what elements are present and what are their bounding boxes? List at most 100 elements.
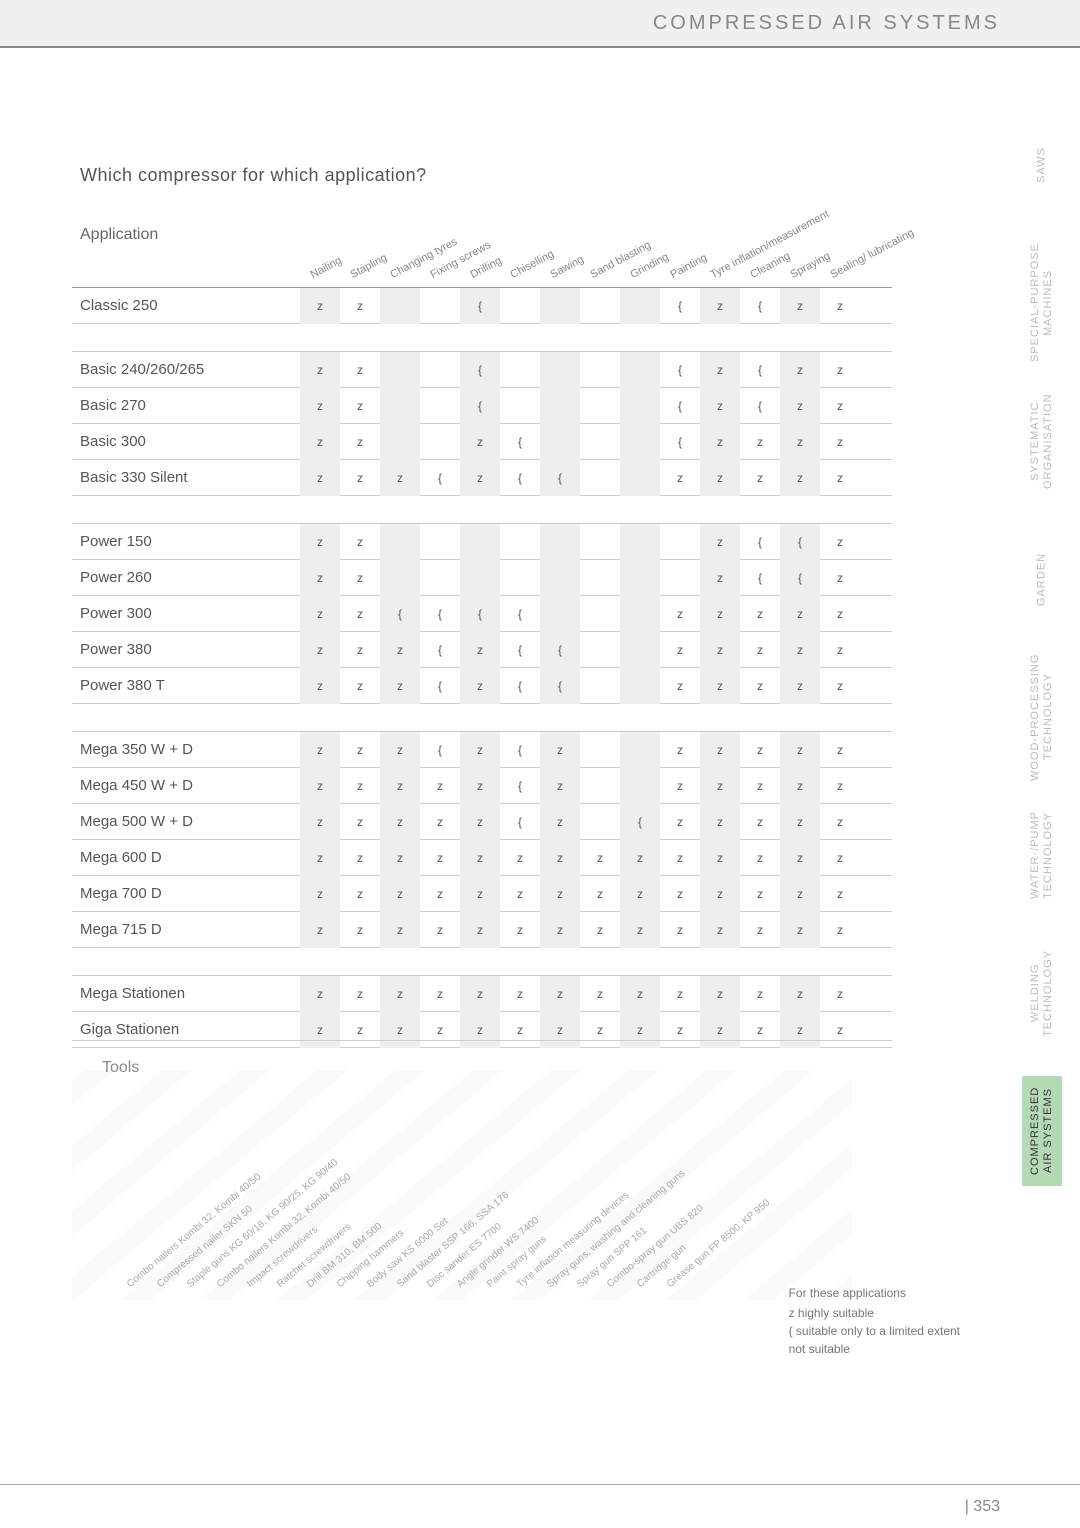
cell bbox=[580, 596, 620, 632]
cell: { bbox=[500, 668, 540, 704]
cell bbox=[580, 560, 620, 596]
row-label: Power 260 bbox=[72, 569, 300, 586]
cell bbox=[540, 288, 580, 324]
cell: { bbox=[500, 804, 540, 840]
cell bbox=[420, 560, 460, 596]
cell bbox=[620, 424, 660, 460]
spacer-row bbox=[72, 948, 892, 976]
cell: { bbox=[740, 288, 780, 324]
side-tab[interactable]: WELDING TECHNOLOGY bbox=[1022, 938, 1062, 1048]
header-bar: COMPRESSED AIR SYSTEMS bbox=[0, 0, 1080, 48]
side-tab[interactable]: COMPRESSED AIR SYSTEMS bbox=[1022, 1076, 1062, 1186]
cell bbox=[580, 288, 620, 324]
side-tab[interactable]: WATER-/PUMP TECHNOLOGY bbox=[1022, 800, 1062, 910]
cell: z bbox=[700, 876, 740, 912]
cell: { bbox=[420, 732, 460, 768]
side-tab[interactable]: GARDEN bbox=[1022, 524, 1062, 634]
cell: z bbox=[660, 912, 700, 948]
side-tabs: SAWS SPECIAL-PURPOSE MACHINES SYSTEMATIC O… bbox=[1022, 110, 1062, 1186]
cell: z bbox=[780, 840, 820, 876]
side-tab[interactable]: WOOD-PROCESSING TECHNOLOGY bbox=[1022, 662, 1062, 772]
cell: z bbox=[700, 668, 740, 704]
cell: z bbox=[300, 840, 340, 876]
cell bbox=[580, 632, 620, 668]
cell bbox=[620, 632, 660, 668]
cell bbox=[460, 560, 500, 596]
legend-item: not suitable bbox=[789, 1340, 960, 1358]
cell bbox=[580, 668, 620, 704]
cell bbox=[580, 352, 620, 388]
cell: z bbox=[700, 524, 740, 560]
cell: z bbox=[300, 912, 340, 948]
table-row: Mega 450 W + Dzzzzz{zzzzzz bbox=[72, 768, 892, 804]
cell: z bbox=[500, 876, 540, 912]
table-row: Basic 330 Silentzzz{z{{zzzzz bbox=[72, 460, 892, 496]
cell: z bbox=[340, 768, 380, 804]
cell: z bbox=[540, 732, 580, 768]
cell: z bbox=[300, 524, 340, 560]
cell: z bbox=[300, 596, 340, 632]
cell: z bbox=[380, 632, 420, 668]
cell: z bbox=[780, 596, 820, 632]
side-tab[interactable]: SPECIAL-PURPOSE MACHINES bbox=[1022, 248, 1062, 358]
tools-label: Tools bbox=[102, 1059, 139, 1077]
cell: z bbox=[820, 976, 860, 1012]
cell: { bbox=[380, 596, 420, 632]
row-label: Basic 240/260/265 bbox=[72, 361, 300, 378]
cell: { bbox=[780, 524, 820, 560]
cell: { bbox=[740, 352, 780, 388]
cell: z bbox=[500, 840, 540, 876]
cell bbox=[580, 524, 620, 560]
cell: z bbox=[660, 768, 700, 804]
cell: z bbox=[700, 976, 740, 1012]
cell: z bbox=[380, 460, 420, 496]
cell: z bbox=[420, 768, 460, 804]
spacer-row bbox=[72, 324, 892, 352]
cell: z bbox=[820, 596, 860, 632]
cell: z bbox=[700, 804, 740, 840]
cell bbox=[500, 388, 540, 424]
cell: z bbox=[620, 876, 660, 912]
side-tab[interactable]: SYSTEMATIC ORGANISATION bbox=[1022, 386, 1062, 496]
cell bbox=[420, 388, 460, 424]
cell: { bbox=[420, 460, 460, 496]
cell bbox=[540, 524, 580, 560]
cell: z bbox=[460, 840, 500, 876]
cell bbox=[460, 524, 500, 560]
row-label: Classic 250 bbox=[72, 297, 300, 314]
cell: z bbox=[700, 460, 740, 496]
cell: z bbox=[500, 912, 540, 948]
cell: z bbox=[300, 668, 340, 704]
cell bbox=[500, 524, 540, 560]
cell: z bbox=[820, 388, 860, 424]
cell: z bbox=[740, 460, 780, 496]
cell: z bbox=[340, 804, 380, 840]
cell: { bbox=[420, 632, 460, 668]
page-number: | 353 bbox=[965, 1498, 1000, 1516]
cell: z bbox=[820, 804, 860, 840]
cell: z bbox=[660, 732, 700, 768]
column-header: Sealing/ lubricating bbox=[828, 227, 916, 281]
cell bbox=[380, 352, 420, 388]
footer: | 353 bbox=[0, 1484, 1080, 1528]
cell: z bbox=[700, 912, 740, 948]
cell: z bbox=[300, 424, 340, 460]
cell: { bbox=[660, 352, 700, 388]
cell: z bbox=[620, 840, 660, 876]
column-header: Stapling bbox=[348, 252, 389, 281]
cell bbox=[620, 732, 660, 768]
row-label: Power 380 T bbox=[72, 677, 300, 694]
cell bbox=[660, 524, 700, 560]
cell: z bbox=[700, 732, 740, 768]
cell bbox=[620, 352, 660, 388]
cell: z bbox=[420, 876, 460, 912]
cell bbox=[380, 288, 420, 324]
side-tab[interactable]: SAWS bbox=[1022, 110, 1062, 220]
cell: { bbox=[780, 560, 820, 596]
cell bbox=[580, 732, 620, 768]
cell: { bbox=[420, 596, 460, 632]
cell: z bbox=[820, 876, 860, 912]
table-row: Basic 300zzz{{zzzz bbox=[72, 424, 892, 460]
cell: z bbox=[820, 352, 860, 388]
spacer-row bbox=[72, 496, 892, 524]
